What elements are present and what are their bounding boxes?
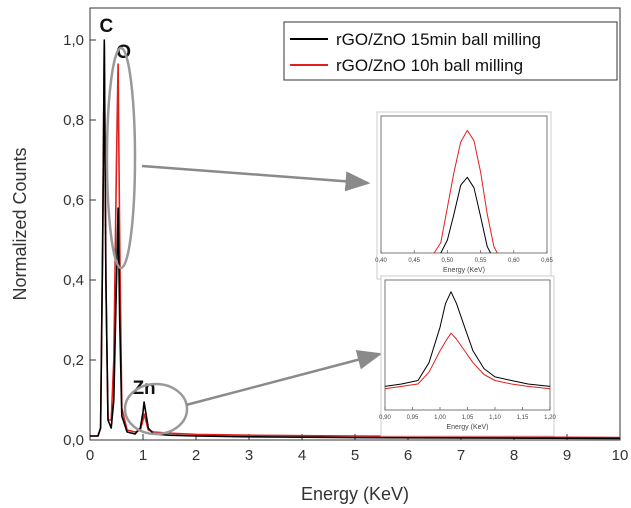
- series-layer: [90, 39, 621, 440]
- x-tick-label-0: 0: [86, 447, 94, 464]
- x-tick-label-7: 7: [457, 447, 465, 464]
- inset-0-series-line-1: [433, 129, 498, 254]
- y-tick-label-5: 1,0: [63, 32, 84, 49]
- inset-1-x-tick-label-1: 0,95: [407, 415, 419, 421]
- axis-ticks: 0 1 2 3 4 5 6 7 8 9 10 0,0 0,2 0,4 0,6 0,8 1,0: [63, 32, 628, 464]
- x-tick-label-9: 9: [563, 447, 571, 464]
- inset-1-series-line-0: [384, 291, 551, 387]
- y-tick-label-0: 0,0: [63, 432, 84, 449]
- inset-1-x-tick-label-4: 1,10: [489, 415, 501, 421]
- inset-0-x-axis-title: Energy (KeV): [443, 267, 485, 274]
- y-tick-label-3: 0,6: [63, 192, 84, 209]
- inset-0-frame: [380, 115, 548, 254]
- y-tick-label-4: 0,8: [63, 112, 84, 129]
- inset-1-x-tick-label-0: 0,90: [379, 415, 391, 421]
- x-tick-label-6: 6: [404, 447, 412, 464]
- x-axis-title: Energy (KeV): [301, 484, 409, 504]
- legend: rGO/ZnO 15min ball milling rGO/ZnO 10h b…: [283, 21, 618, 81]
- peak-label-c: C: [99, 16, 113, 37]
- series-line-0: [90, 39, 621, 440]
- legend-label-10h: rGO/ZnO 10h ball milling: [336, 56, 523, 75]
- x-tick-label-5: 5: [351, 447, 359, 464]
- zn-peak-highlight-ellipse: [123, 382, 189, 436]
- x-tick-label-3: 3: [245, 447, 253, 464]
- inset-0-x-tick-label-1: 0,45: [408, 258, 420, 264]
- x-tick-label-8: 8: [510, 447, 518, 464]
- x-tick-label-1: 1: [139, 447, 147, 464]
- x-tick-label-4: 4: [298, 447, 306, 464]
- inset-1-x-axis-title: Energy (KeV): [446, 424, 488, 431]
- inset-0-series-line-0: [440, 176, 492, 254]
- inset-zn-peak: 0,90 0,95 1,00 1,05 1,10 1,15 1,20 Energy (KeV): [379, 275, 556, 437]
- inset-1-frame: [384, 279, 551, 411]
- zn-zoom-arrow: [185, 350, 383, 407]
- legend-box: [283, 21, 618, 81]
- inset-0-x-tick-label-4: 0,60: [508, 258, 520, 264]
- legend-label-15min: rGO/ZnO 15min ball milling: [336, 30, 541, 49]
- inset-1-series-line-1: [384, 332, 551, 390]
- inset-0-x-tick-label-5: 0,65: [541, 258, 553, 264]
- inset-1-x-tick-label-2: 1,00: [434, 415, 446, 421]
- inset-1-x-tick-label-6: 1,20: [544, 415, 556, 421]
- x-tick-label-10: 10: [612, 447, 629, 464]
- y-tick-label-2: 0,4: [63, 272, 84, 289]
- y-axis-title: Normalized Counts: [10, 147, 30, 300]
- x-tick-label-2: 2: [192, 447, 200, 464]
- inset-0-x-tick-label-2: 0,50: [442, 258, 454, 264]
- inset-o-peak: 0,40 0,45 0,50 0,55 0,60 0,65 Energy (KeV): [375, 111, 553, 280]
- o-zoom-arrow: [141, 164, 371, 192]
- inset-1-x-tick-label-5: 1,15: [517, 415, 529, 421]
- inset-0-x-tick-label-0: 0,40: [375, 258, 387, 264]
- inset-0-x-tick-label-3: 0,55: [475, 258, 487, 264]
- y-tick-label-1: 0,2: [63, 352, 84, 369]
- inset-1-x-tick-label-3: 1,05: [462, 415, 474, 421]
- o-peak-highlight-ellipse: [105, 46, 137, 270]
